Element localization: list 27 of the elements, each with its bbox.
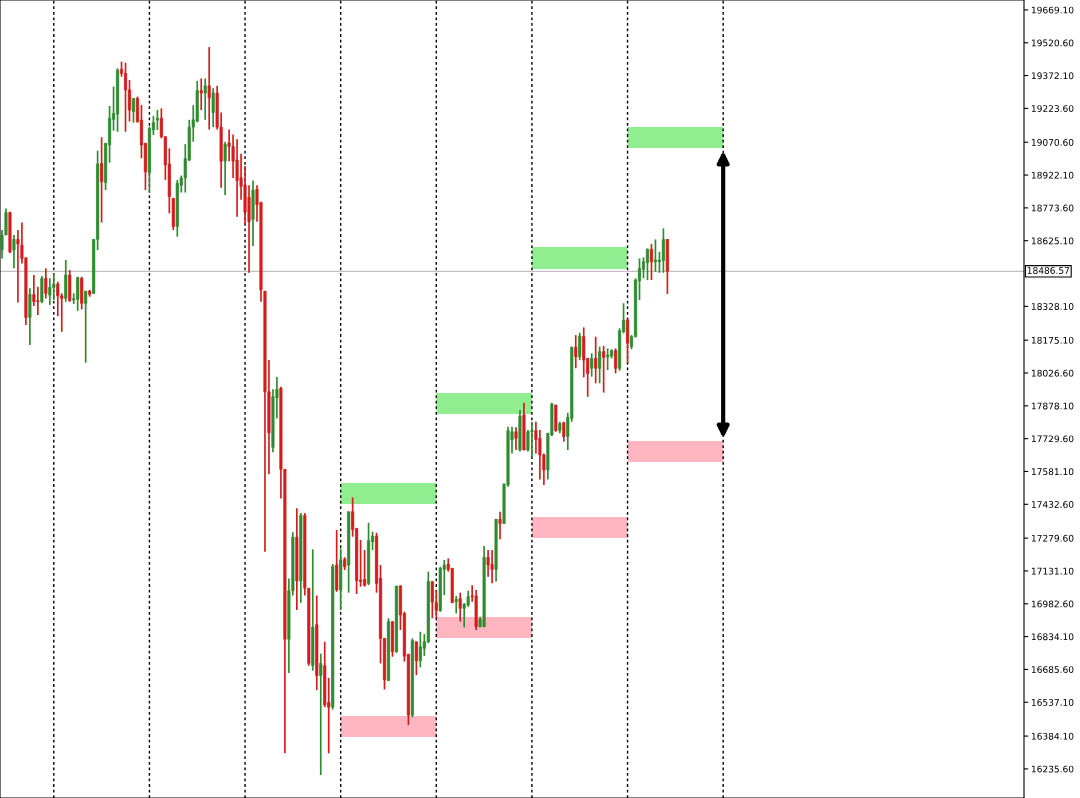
y-tick-label: 16537.10 <box>1031 698 1074 706</box>
ref-line-label: 18486.57 <box>1027 267 1070 274</box>
y-tick-label: 19070.60 <box>1031 138 1074 146</box>
y-tick-label: 17729.60 <box>1031 435 1074 443</box>
y-tick-label: 19520.60 <box>1031 39 1074 47</box>
y-tick-label: 19223.60 <box>1031 105 1074 112</box>
y-tick-label: 19669.10 <box>1031 6 1074 14</box>
candlestick <box>84 290 88 364</box>
y-tick-label: 16834.10 <box>1031 633 1074 641</box>
y-tick-label: 17581.10 <box>1031 468 1074 476</box>
y-tick-label: 18773.60 <box>1031 204 1074 212</box>
y-tick-label: 16982.60 <box>1031 600 1074 608</box>
y-tick-label: 16685.60 <box>1031 666 1074 673</box>
candlestick <box>530 420 534 459</box>
y-tick-label: 18922.10 <box>1031 171 1074 179</box>
y-tick-label: 17279.60 <box>1031 534 1074 542</box>
y-tick-label: 17878.10 <box>1031 402 1074 410</box>
y-tick-label: 18175.10 <box>1031 336 1074 344</box>
y-tick-label: 18625.10 <box>1031 237 1074 245</box>
candlestick <box>598 345 602 385</box>
y-tick-label: 17131.10 <box>1031 567 1074 575</box>
y-tick-label: 17432.60 <box>1031 501 1074 508</box>
y-tick-label: 18026.60 <box>1031 369 1074 377</box>
y-tick-label: 16384.10 <box>1031 732 1074 740</box>
y-tick-label: 16235.60 <box>1031 765 1074 773</box>
y-tick-label: 19372.10 <box>1031 72 1074 80</box>
y-tick-label: 18328.10 <box>1031 303 1074 310</box>
